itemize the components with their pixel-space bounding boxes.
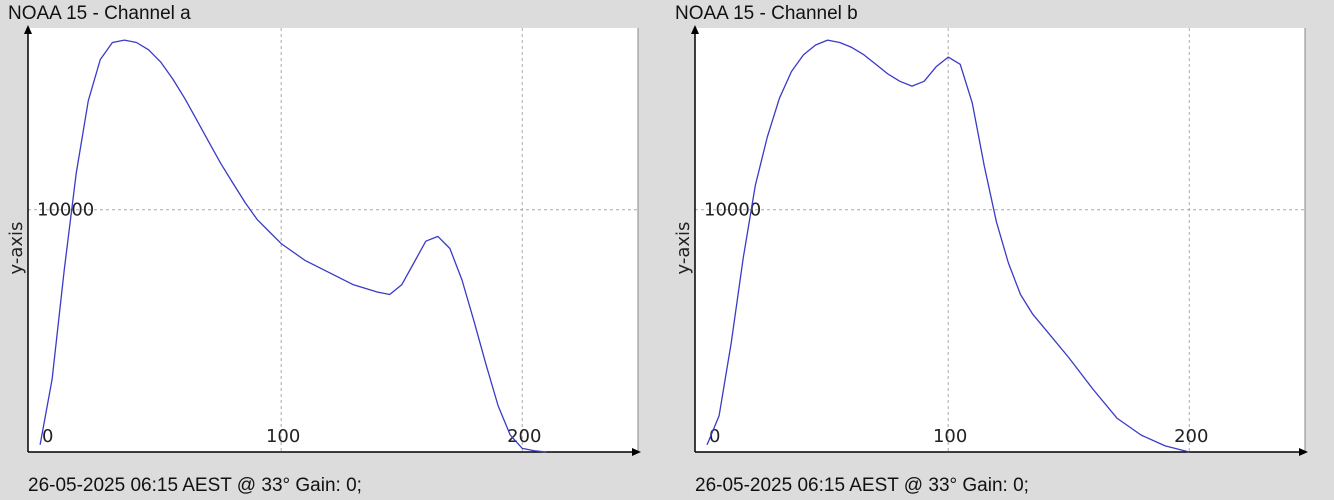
- y-axis-label: y-axis: [6, 222, 27, 275]
- x-tick-label: 0: [709, 426, 720, 447]
- y-axis-arrow: [24, 25, 32, 34]
- chart-panel-channel-b: NOAA 15 - Channel b 0 100 200 10000 y-axis 2…: [667, 0, 1334, 500]
- y-tick-label: 10000: [704, 200, 761, 221]
- chart-panel-channel-a: NOAA 15 - Channel a 0 100 200 10000 y-axis 2…: [6, 3, 641, 496]
- chart-footer: 26-05-2025 06:15 AEST @ 33° Gain: 0;: [695, 475, 1029, 496]
- x-axis-arrow: [632, 448, 641, 456]
- plot-area: [695, 28, 1305, 452]
- chart-title: NOAA 15 - Channel b: [675, 3, 858, 24]
- plot-area: [28, 28, 638, 452]
- x-tick-label: 100: [933, 426, 967, 447]
- x-axis-arrow: [1299, 448, 1308, 456]
- chart-plot-channel-b: 0 100 200 10000 y-axis: [673, 25, 1308, 456]
- series-line: [706, 39, 1190, 453]
- x-tick-label: 200: [1174, 426, 1208, 447]
- x-tick-label: 100: [266, 426, 300, 447]
- y-tick-label: 10000: [37, 200, 94, 221]
- y-axis-arrow: [691, 25, 699, 34]
- series-line: [39, 39, 547, 453]
- chart-title: NOAA 15 - Channel a: [8, 3, 191, 24]
- x-tick-label: 0: [42, 426, 53, 447]
- chart-footer: 26-05-2025 06:15 AEST @ 33° Gain: 0;: [28, 475, 362, 496]
- y-axis-label: y-axis: [673, 222, 694, 275]
